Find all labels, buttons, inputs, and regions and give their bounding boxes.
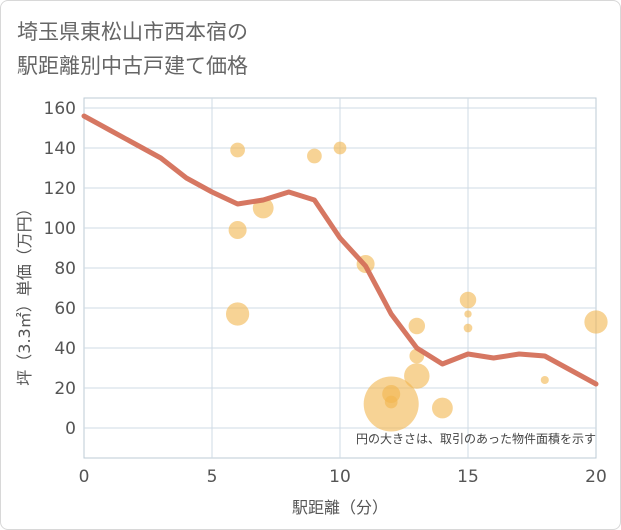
y-tick-label: 80: [54, 259, 76, 279]
x-tick-label: 5: [207, 467, 218, 487]
y-tick-label: 20: [54, 379, 76, 399]
bubble-point: [459, 291, 477, 309]
bubble-point: [228, 220, 247, 240]
y-tick-label: 100: [44, 219, 76, 239]
x-axis-label: 駅距離（分）: [292, 498, 388, 517]
y-tick-label: 160: [44, 99, 76, 119]
grid-lines: [83, 97, 597, 459]
bubble-point: [333, 141, 347, 155]
title-line-1: 埼玉県東松山市西本宿の: [17, 20, 248, 44]
bubble-point: [230, 142, 245, 158]
y-tick-label: 60: [54, 299, 76, 319]
bubble-point: [540, 375, 549, 385]
x-tick-label: 15: [457, 467, 479, 487]
y-tick-label: 140: [44, 139, 76, 159]
y-axis-label: 坪（3.3㎡）単価（万円）: [15, 200, 34, 385]
x-tick-label: 0: [79, 467, 90, 487]
average-price-line: [81, 113, 599, 387]
bubble-point: [404, 363, 430, 389]
x-tick-label: 10: [329, 467, 351, 487]
chart-title: 埼玉県東松山市西本宿の 駅距離別中古戸建て価格: [17, 15, 248, 83]
size-note: 円の大きさは、取引のあった物件面積を示す: [356, 431, 596, 446]
bubble-point: [464, 310, 472, 318]
title-line-2: 駅距離別中古戸建て価格: [17, 54, 248, 78]
y-tick-label: 0: [65, 419, 76, 439]
y-tick-label: 120: [44, 179, 76, 199]
bubble-point: [408, 317, 426, 335]
axis-ticks: 0 5 10 15 20 0 20 40 60 80 100 120 140 160: [44, 99, 607, 487]
bubble-point: [584, 310, 608, 334]
bubble-point: [463, 323, 473, 333]
average-line-series: [81, 113, 599, 387]
bubble-series: [225, 141, 608, 432]
x-tick-label: 20: [585, 467, 607, 487]
bubble-point: [432, 397, 453, 419]
y-tick-label: 40: [54, 339, 76, 359]
bubble-point: [307, 148, 322, 164]
bubble-point: [384, 395, 398, 409]
bubble-point: [225, 302, 250, 326]
